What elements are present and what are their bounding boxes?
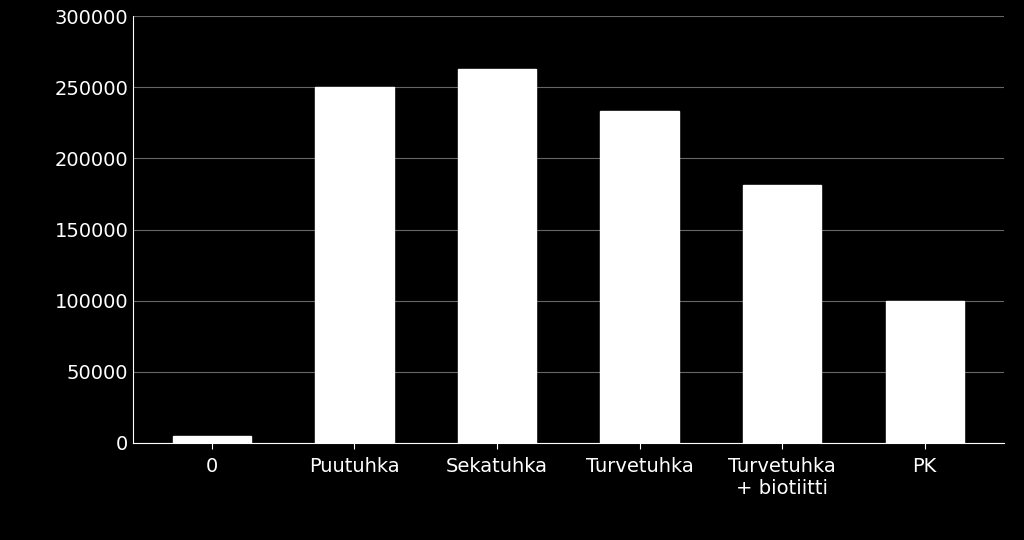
Bar [743,185,821,443]
Bar [886,301,964,443]
Bar [600,111,679,443]
Bar [458,69,537,443]
Bar [173,436,251,443]
Bar [315,87,393,443]
